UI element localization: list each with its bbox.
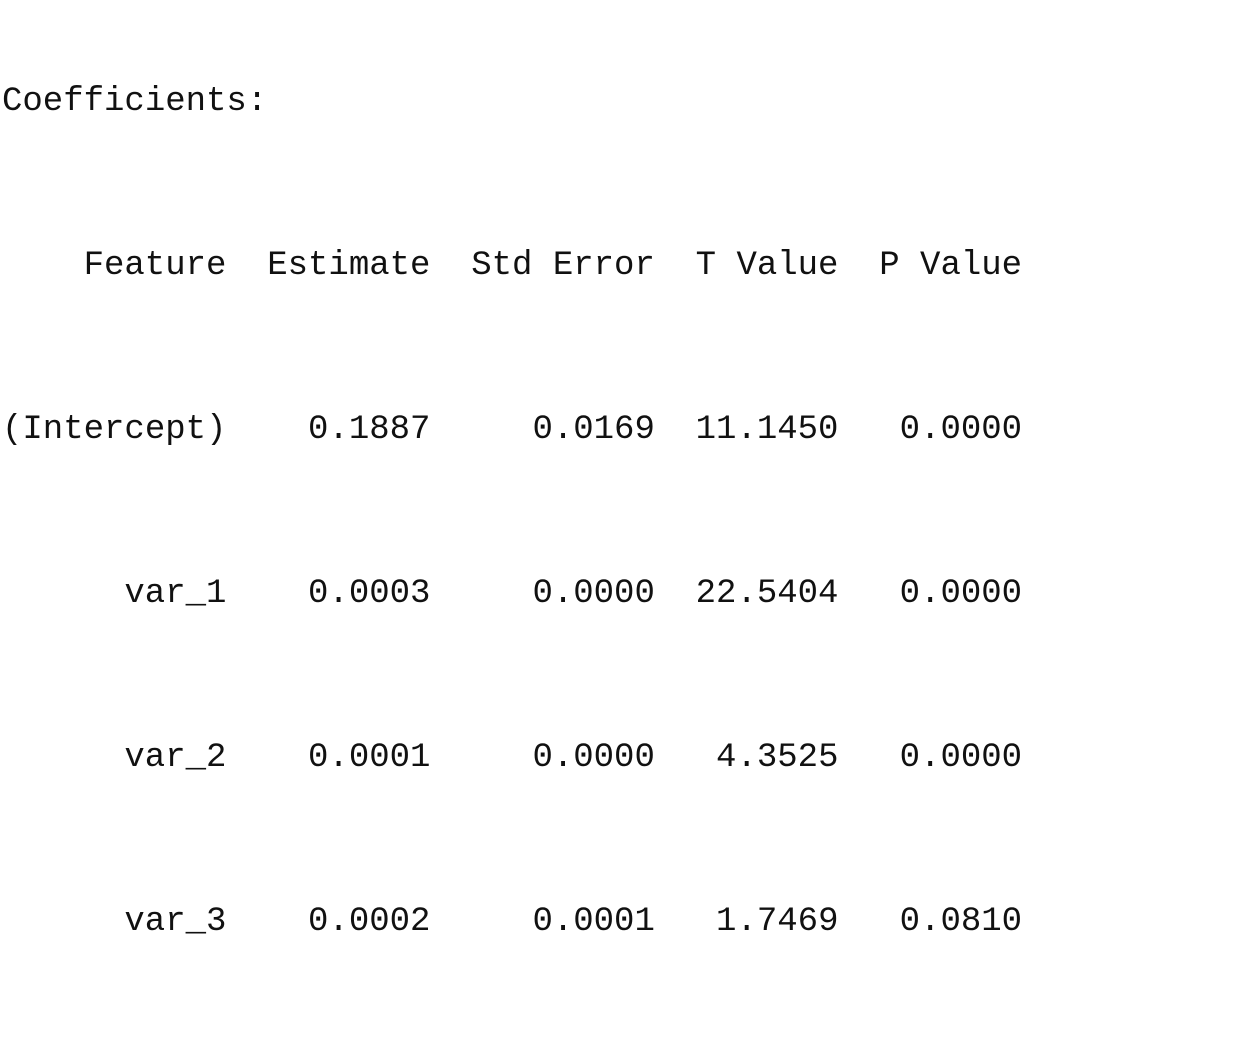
row-p-value: 0.0810 — [899, 903, 1023, 941]
table-row: (Intercept) 0.1887 0.0169 11.1450 0.0000 — [2, 410, 1238, 451]
table-row: var_3 0.0002 0.0001 1.7469 0.0810 — [2, 902, 1238, 943]
row-estimate: 0.1887 — [308, 411, 431, 449]
row-estimate: 0.0002 — [308, 903, 431, 941]
row-feature: var_2 — [124, 739, 227, 777]
table-header-row: Feature Estimate Std Error T Value P Value — [2, 246, 1238, 287]
row-estimate: 0.0003 — [308, 575, 431, 613]
header-std-error: Std Error — [471, 247, 655, 285]
row-t-value: 1.7469 — [716, 903, 839, 941]
row-t-value: 11.1450 — [695, 411, 839, 449]
row-std-error: 0.0000 — [532, 575, 655, 613]
table-row: var_1 0.0003 0.0000 22.5404 0.0000 — [2, 574, 1238, 615]
row-p-value: 0.0000 — [899, 575, 1023, 613]
row-std-error: 0.0000 — [532, 739, 655, 777]
row-feature: var_3 — [124, 903, 227, 941]
row-feature: (Intercept) — [2, 411, 227, 449]
row-p-value: 0.0000 — [899, 739, 1023, 777]
coefficients-heading: Coefficients: — [2, 83, 268, 121]
header-p-value: P Value — [879, 247, 1023, 285]
row-std-error: 0.0001 — [532, 903, 655, 941]
row-t-value: 22.5404 — [695, 575, 839, 613]
row-estimate: 0.0001 — [308, 739, 431, 777]
row-std-error: 0.0169 — [532, 411, 655, 449]
header-t-value: T Value — [695, 247, 839, 285]
row-t-value: 4.3525 — [716, 739, 839, 777]
header-feature: Feature — [83, 247, 227, 285]
row-p-value: 0.0000 — [899, 411, 1023, 449]
header-estimate: Estimate — [267, 247, 431, 285]
table-row: var_2 0.0001 0.0000 4.3525 0.0000 — [2, 738, 1238, 779]
row-feature: var_1 — [124, 575, 227, 613]
